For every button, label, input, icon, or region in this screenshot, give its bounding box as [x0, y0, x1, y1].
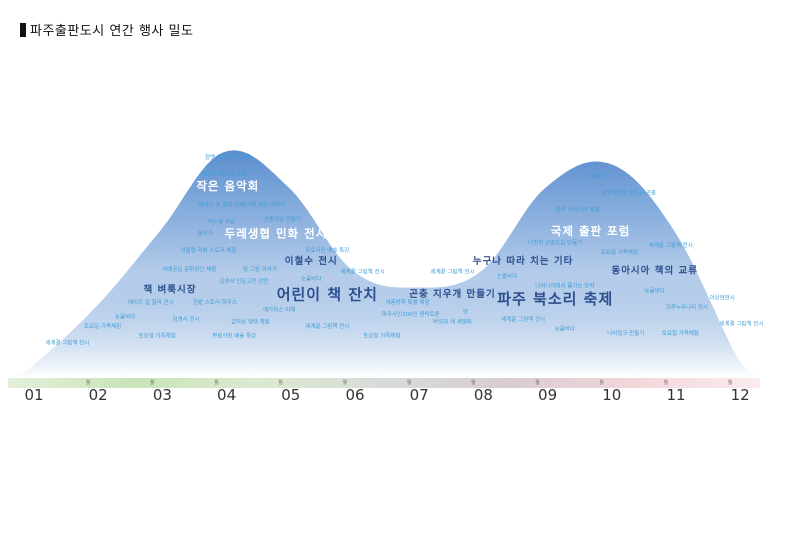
month-suffix: 월 — [278, 379, 283, 386]
event-label: 나비링크 만들기 — [607, 329, 644, 337]
event-label: 자연재료로 만드는 곤충 — [602, 189, 656, 197]
event-label: 국제 출판 포럼 — [551, 224, 631, 238]
month-tick-label: 12 — [731, 386, 750, 404]
month-tick-label: 11 — [666, 386, 685, 404]
event-label: 이상현전시 — [709, 293, 734, 301]
event-label: 눈뭍바다 — [587, 172, 607, 180]
event-label: 책 벼룩시장 — [144, 283, 197, 295]
month-band — [8, 378, 760, 388]
event-label: 파주 나비나라 체험 — [203, 170, 247, 178]
event-label: 곤충 지우개 만들기 — [409, 288, 496, 300]
event-label: 토요일 가족체험 — [84, 322, 121, 330]
event-label: 한밭 스토리 하우스 — [193, 298, 237, 306]
event-label: 세계끝 그림책 전시 — [305, 322, 349, 330]
month-tick-label: 06 — [345, 386, 364, 404]
event-label: 누구나 따라 치는 기타 — [473, 255, 574, 267]
event-label: 김영사 전시 — [173, 315, 200, 323]
month-tick-label: 07 — [410, 386, 429, 404]
event-label: 토요일 가족체험 — [363, 332, 400, 340]
month-tick-label: 08 — [474, 386, 493, 404]
month-suffix: 월 — [728, 379, 733, 386]
event-label: 여름방학 특별 체험 — [386, 298, 430, 306]
month-suffix: 월 — [471, 379, 476, 386]
event-label: 눈뭍바다 — [555, 324, 575, 332]
event-label: 버섯과 새 세밀화 — [433, 317, 472, 325]
event-label: 크루누무나리 전시 — [666, 303, 708, 311]
month-suffix: 월 — [150, 379, 155, 386]
event-label: 신기한 세상 이야기 — [241, 201, 285, 209]
event-label: 에가피스 이해 — [263, 305, 295, 313]
event-label: 탐 그림 이야기 — [243, 265, 277, 273]
month-suffix: 월 — [214, 379, 219, 386]
month-suffix: 월 — [535, 379, 540, 386]
density-area — [8, 150, 760, 378]
event-label: 멋 — [463, 309, 468, 316]
event-label: 작은 음악회 — [196, 179, 259, 193]
event-label: 세계끝 그림책 전시 — [501, 315, 545, 323]
event-label: 세계끝 그림책 전시 — [341, 267, 385, 275]
month-tick-label: 03 — [153, 386, 172, 404]
event-label: 김영서 인문고전 강연 — [219, 277, 268, 285]
event-label: 잠뱃 어린이 책 소풍 — [205, 153, 251, 161]
event-label: 나비나라에서 즐기는 방학 — [535, 282, 594, 290]
event-label: 눈뭍바다 — [497, 272, 517, 280]
event-label: 비누칠 수업 — [208, 217, 235, 225]
month-tick-label: 04 — [217, 386, 236, 404]
month-tick-label: 09 — [538, 386, 557, 404]
event-label: 서예공길 문화공간 체험 — [162, 265, 216, 273]
month-tick-label: 02 — [89, 386, 108, 404]
event-label: 나만의 곤충도감 만들기 — [528, 239, 582, 247]
event-label: 토요일 가족체험 — [601, 248, 638, 256]
event-label: 헤이즈 걸 힐마 전시 — [128, 298, 174, 306]
event-label: 무료사진 예술 특강 — [212, 332, 256, 340]
event-label: 토요일 가족체험 — [139, 332, 176, 340]
event-label: 눈뭍바다 — [645, 286, 665, 294]
month-tick-label: 01 — [24, 386, 43, 404]
month-tick-label: 05 — [281, 386, 300, 404]
event-label: 토요일 가족체험 — [662, 329, 699, 337]
event-label: 무료사진 예술 특강 — [305, 246, 349, 254]
event-label: 세계끝 그림책 전시 — [431, 267, 475, 275]
event-label: 김희선 생태 체험 — [231, 317, 270, 325]
event-label: 눈뭍바다 — [301, 274, 321, 282]
month-suffix: 월 — [599, 379, 604, 386]
event-label: 헤이즈 걸 힐마 전시 — [199, 201, 245, 209]
event-label: 음악가 — [198, 229, 213, 237]
event-label: 눈뭍바다 — [115, 313, 135, 321]
event-label: 곤충가방 만들기 — [264, 215, 301, 223]
event-label: 이철수 전시 — [285, 255, 338, 267]
title-marker — [20, 22, 26, 37]
event-label: 파주사인200인 원탁토론 — [382, 310, 440, 318]
event-label: 어울림 리뷰 스토리 체험 — [181, 246, 237, 254]
event-label: 두레생협 민화 전시 — [225, 227, 328, 241]
chart-title: 파주출판도시 연간 행사 밀도 — [20, 20, 193, 39]
event-label: 세계끝 그림책 전시 — [649, 241, 693, 249]
event-label: 동아시아 책의 교류 — [611, 264, 698, 276]
month-suffix: 월 — [663, 379, 668, 386]
month-tick-label: 10 — [602, 386, 621, 404]
event-label: 파주 나비나라 체험 — [556, 205, 600, 213]
month-suffix: 월 — [342, 379, 347, 386]
month-suffix: 월 — [407, 379, 412, 386]
event-label: 파주 북소리 축제 — [497, 290, 613, 308]
event-label: 세계결 그림책 전시 — [719, 320, 763, 328]
event-label: 세계결 그림책 전시 — [45, 339, 89, 347]
chart-title-text: 파주출판도시 연간 행사 밀도 — [30, 24, 194, 39]
month-suffix: 월 — [86, 379, 91, 386]
event-label: 어린이 책 잔치 — [277, 285, 378, 303]
